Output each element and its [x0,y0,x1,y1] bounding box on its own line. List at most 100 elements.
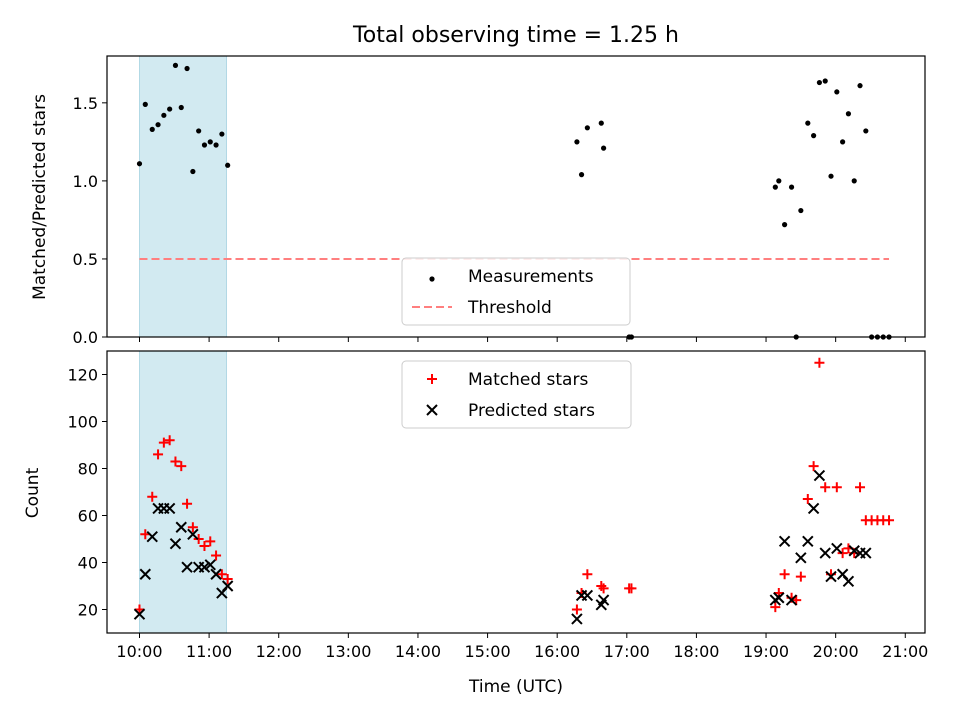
data-point [199,541,210,552]
data-point [582,569,593,580]
data-point [201,142,208,148]
x-tick-label: 19:00 [743,642,789,661]
data-point [139,568,151,580]
data-point [581,589,594,602]
legend-label: Measurements [468,267,594,287]
legend-box [401,360,632,429]
data-point [219,131,225,137]
data-point [808,461,819,472]
highlight-span [139,55,227,338]
data-point [819,547,831,559]
legend: Matched stars Predicted stars [401,360,632,429]
data-point [884,515,895,526]
data-point [222,573,233,584]
data-point [221,580,234,592]
data-point [571,604,582,615]
data-point [825,570,837,583]
data-point [772,184,778,190]
data-point [207,139,213,145]
data-point [855,482,866,493]
y-tick-label: 1.0 [73,172,98,191]
legend-label: Matched stars [468,370,588,390]
data-point [770,602,781,613]
y-tick-label: 80 [78,460,98,479]
bottom-y-axis-label: Count [23,467,43,518]
data-point [814,357,825,368]
y-tick-label: 60 [78,507,98,526]
data-point [788,184,795,190]
data-point [831,542,843,555]
data-point [598,120,604,126]
x-tick-label: 18:00 [673,642,719,661]
data-point [210,568,222,580]
x-tick-label: 17:00 [604,642,650,661]
x-tick-label: 12:00 [256,642,302,661]
legend-marker [427,374,437,384]
x-axis-label: Time (UTC) [468,677,563,697]
data-point [597,594,610,606]
data-point [193,534,204,544]
data-point [845,111,852,117]
data-point [163,502,176,515]
data-point [860,547,872,559]
x-tick-label: 16:00 [534,642,580,661]
highlight-span [139,350,227,634]
series-measurements [136,62,892,340]
y-tick-label: 100 [67,413,98,432]
y-tick-label: 0.0 [73,328,98,347]
data-point [164,435,175,446]
data-point [153,449,164,460]
legend-box [401,257,631,326]
data-point [155,122,161,128]
data-point [216,569,227,580]
data-point [811,133,817,139]
data-point [863,128,869,134]
data-point [816,79,823,86]
legend-marker [426,404,438,416]
data-point [813,469,826,482]
data-point [828,173,834,179]
y-tick-label: 40 [78,554,98,573]
data-point [574,139,580,145]
data-point [785,594,798,606]
chart-title: Total observing time = 1.25 h [352,23,679,48]
data-point [161,112,167,118]
y-tick-label: 120 [67,366,98,385]
legend-label: Threshold [467,298,552,318]
data-point [782,222,788,228]
data-point [798,207,804,214]
y-tick-label: 20 [78,601,98,620]
data-point [172,62,179,68]
data-point [182,498,193,509]
data-point [795,571,806,582]
x-tick-label: 10:00 [116,642,162,661]
data-point [178,104,184,111]
data-point [773,592,785,604]
plot-frame [106,55,926,338]
data-point [571,613,583,625]
data-point [851,178,857,184]
data-point [158,437,169,448]
data-point [205,536,216,547]
data-point [601,145,607,151]
data-point [204,559,216,571]
data-point [776,178,782,184]
legend-label: Predicted stars [468,401,595,421]
bottom-panel: 20 40 60 80 100 120 10:00 11:00 12:00 13:00 14:00 1… [67,350,928,661]
data-point [198,561,211,573]
data-point [596,581,607,591]
series-predicted-stars [133,469,872,625]
data-point [822,78,828,84]
data-point [190,168,196,175]
data-point [805,120,811,126]
data-point [820,482,831,493]
x-tick-label: 20:00 [813,642,859,661]
data-point [196,128,202,134]
data-point [175,521,187,533]
data-point [181,561,193,573]
data-point [225,162,231,168]
x-tick-label: 11:00 [186,642,232,661]
data-point [187,528,199,541]
y-tick-label: 0.5 [73,250,98,269]
